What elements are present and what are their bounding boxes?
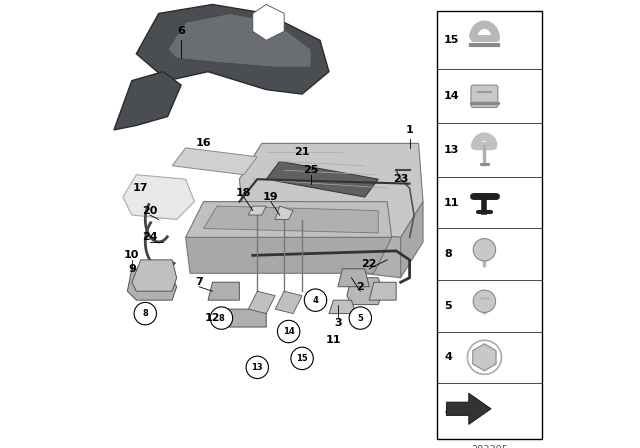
Text: 22: 22: [362, 259, 377, 269]
Text: 4: 4: [312, 296, 319, 305]
Text: 25: 25: [303, 165, 319, 175]
Polygon shape: [248, 206, 266, 215]
Text: 14: 14: [283, 327, 294, 336]
Text: arrow: arrow: [444, 406, 481, 416]
Text: 8: 8: [444, 249, 452, 259]
Polygon shape: [401, 202, 423, 278]
Text: 15: 15: [296, 354, 308, 363]
Text: 5: 5: [357, 314, 364, 323]
Text: 15: 15: [444, 35, 460, 45]
Text: 20: 20: [142, 206, 157, 215]
Text: 7: 7: [195, 277, 203, 287]
FancyBboxPatch shape: [471, 85, 498, 108]
Circle shape: [473, 238, 495, 261]
Text: 11: 11: [326, 336, 341, 345]
Circle shape: [134, 302, 156, 325]
Text: 8: 8: [143, 309, 148, 318]
Circle shape: [210, 307, 233, 329]
Text: 16: 16: [196, 138, 211, 148]
Polygon shape: [329, 300, 356, 314]
Text: 13: 13: [252, 363, 263, 372]
Text: 283305: 283305: [471, 445, 508, 448]
Polygon shape: [446, 393, 491, 425]
Polygon shape: [244, 220, 401, 278]
Text: 3: 3: [334, 318, 342, 327]
Circle shape: [473, 290, 495, 313]
Polygon shape: [114, 72, 181, 130]
Text: 12: 12: [205, 313, 220, 323]
Circle shape: [291, 347, 314, 370]
Polygon shape: [347, 278, 383, 305]
Text: 4: 4: [444, 352, 452, 362]
Polygon shape: [248, 291, 275, 314]
Text: 21: 21: [294, 147, 310, 157]
Text: 23: 23: [393, 174, 408, 184]
Polygon shape: [275, 206, 293, 220]
Circle shape: [278, 320, 300, 343]
Polygon shape: [253, 4, 284, 40]
Text: 10: 10: [124, 250, 140, 260]
Text: 18: 18: [236, 188, 252, 198]
Polygon shape: [186, 237, 392, 273]
Circle shape: [305, 289, 326, 311]
Polygon shape: [136, 4, 329, 94]
Polygon shape: [132, 260, 177, 291]
Text: 13: 13: [444, 145, 460, 155]
Text: 6: 6: [177, 26, 185, 36]
Circle shape: [349, 307, 371, 329]
Polygon shape: [266, 161, 378, 197]
Text: 8: 8: [219, 314, 224, 323]
Text: 14: 14: [444, 91, 460, 101]
Polygon shape: [239, 143, 423, 237]
Circle shape: [246, 356, 269, 379]
Polygon shape: [186, 202, 392, 237]
Polygon shape: [168, 13, 311, 67]
Text: 19: 19: [263, 192, 278, 202]
Text: 17: 17: [133, 183, 148, 193]
Polygon shape: [208, 282, 239, 300]
Text: 11: 11: [444, 198, 460, 208]
Polygon shape: [275, 291, 302, 314]
Polygon shape: [127, 269, 177, 300]
Polygon shape: [473, 344, 496, 371]
Polygon shape: [217, 309, 266, 327]
Text: 2: 2: [356, 282, 364, 292]
Polygon shape: [338, 269, 369, 287]
Text: 9: 9: [128, 264, 136, 274]
Polygon shape: [123, 175, 195, 220]
Text: 24: 24: [142, 233, 157, 242]
Polygon shape: [172, 148, 257, 175]
Text: 5: 5: [444, 301, 452, 311]
FancyBboxPatch shape: [437, 11, 541, 439]
Text: 1: 1: [406, 125, 413, 135]
Polygon shape: [204, 206, 378, 233]
Polygon shape: [369, 282, 396, 300]
